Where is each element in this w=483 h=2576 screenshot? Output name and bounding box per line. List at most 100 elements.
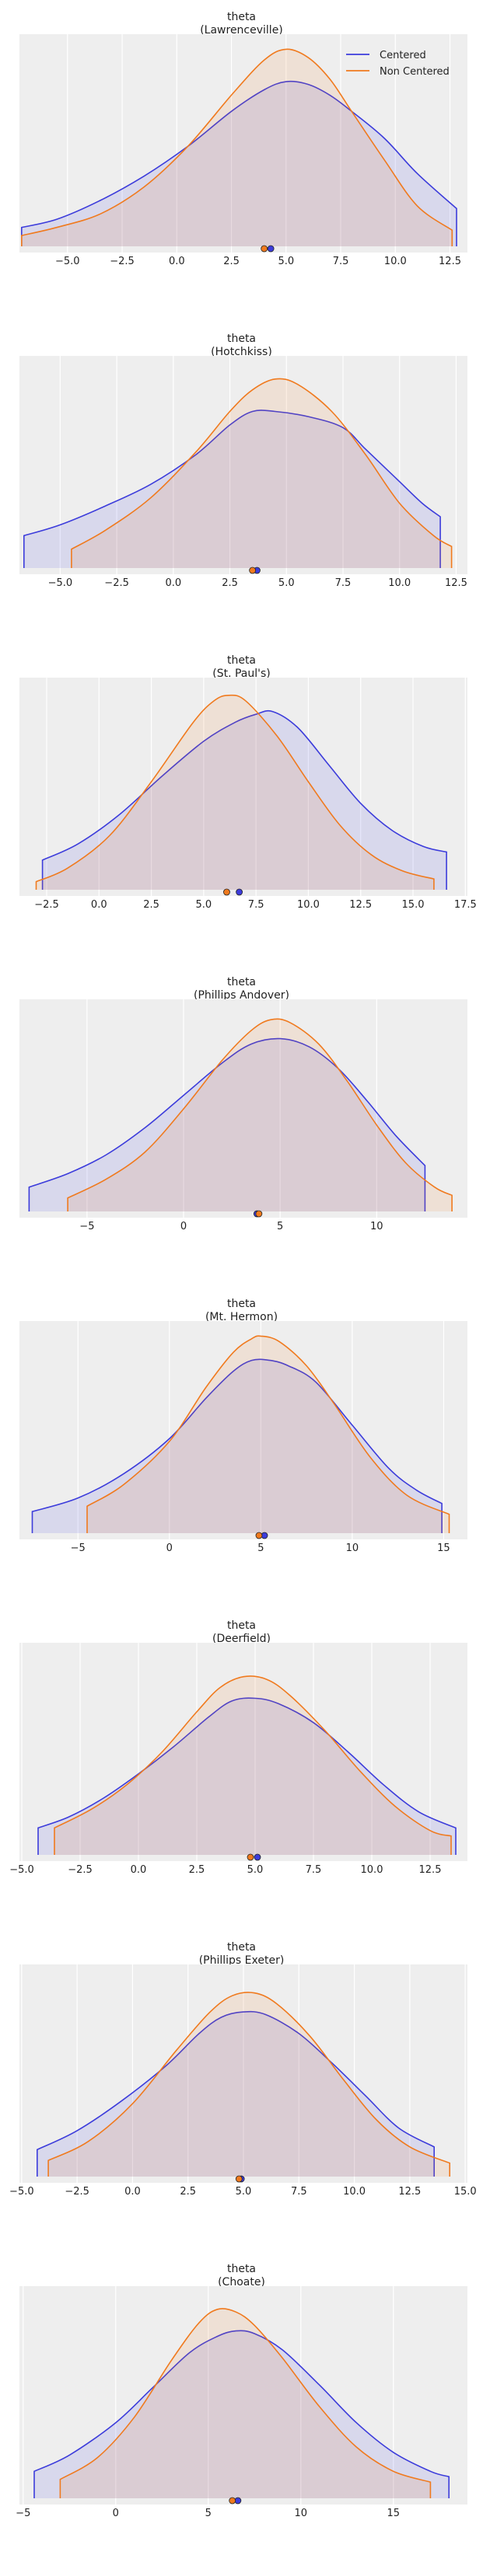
x-tick-label: 2.5: [223, 256, 240, 267]
x-tick-label: 10: [295, 2508, 308, 2519]
panel-subtitle: (Deerfield): [212, 1633, 271, 1645]
density-line-centered: [31, 1358, 443, 1533]
x-tick-label: 5: [257, 1542, 264, 1554]
density-fill-centered: [32, 1359, 443, 1533]
x-tick-label: 7.5: [333, 256, 349, 267]
density-fill-non-centered: [68, 1019, 453, 1211]
panel-3: theta(Phillips Andover) −5 0 5 10: [19, 976, 467, 1232]
density-fill-non-centered: [60, 2308, 431, 2498]
mean-point-non-centered: [255, 1532, 263, 1539]
plot-area: [19, 1643, 467, 1861]
x-tick-label: 5.0: [278, 577, 295, 589]
density-line-non-centered: [35, 694, 435, 890]
x-tick-label: 15.0: [402, 899, 425, 911]
x-tick-label: 12.5: [439, 256, 461, 267]
x-tick-label: 7.5: [335, 577, 352, 589]
x-tick-label: −2.5: [68, 1864, 93, 1876]
x-tick-label: 10.0: [384, 256, 407, 267]
x-tick-label: −5: [79, 1221, 94, 1232]
density-fill-centered: [21, 81, 457, 246]
density-fill-centered: [42, 710, 447, 890]
x-tick-label: 10: [370, 1221, 383, 1232]
x-tick-label: −5: [16, 2508, 30, 2519]
x-tick-label: 0: [180, 1221, 187, 1232]
density-fill-non-centered: [21, 49, 453, 246]
x-tick-label: −5.0: [9, 1864, 34, 1876]
x-tick-label: −5: [71, 1542, 86, 1554]
x-tick-label: −2.5: [110, 256, 135, 267]
x-tick-label: 2.5: [143, 899, 159, 911]
density-line-non-centered: [54, 1675, 452, 1855]
mean-point-centered: [254, 1853, 261, 1861]
density-line-centered: [41, 709, 447, 890]
x-tick-label: 10.0: [361, 1864, 383, 1876]
mean-point-non-centered: [261, 245, 268, 253]
mean-point-non-centered: [229, 2497, 236, 2505]
x-tick-label: 10.0: [297, 899, 320, 911]
density-fill-centered: [38, 1698, 456, 1855]
panel-2: theta(St. Paul's) −2.5 0.0 2.5 5.0 7.5 10.0 12.…: [19, 654, 477, 911]
x-tick-label: 5.0: [196, 899, 212, 911]
x-tick-label: 7.5: [248, 899, 264, 911]
density-line-non-centered: [47, 1992, 450, 2177]
panel-title: theta: [227, 11, 256, 23]
panel-6: theta(Phillips Exeter) −5.0 −2.5 0.0 2.5 5.0 7…: [9, 1941, 477, 2198]
density-line-non-centered: [86, 1335, 450, 1533]
x-tick-label: 0.0: [165, 577, 181, 589]
mean-point-non-centered: [247, 1853, 254, 1861]
x-tick-label: 2.5: [222, 577, 238, 589]
panel-title: theta: [227, 1298, 256, 1310]
x-tick-label: 12.5: [419, 1864, 442, 1876]
density-fill-centered: [37, 2011, 435, 2177]
density-fill-centered: [34, 2330, 450, 2498]
density-fill-non-centered: [87, 1336, 450, 1533]
x-tick-label: 2.5: [189, 1864, 205, 1876]
panel-title: theta: [227, 1941, 256, 1954]
x-tick-label: −2.5: [65, 2186, 89, 2198]
legend-label: Non Centered: [380, 66, 450, 78]
panel-title: theta: [227, 2263, 256, 2275]
x-tick-label: 5.0: [236, 2186, 252, 2198]
mean-point-centered: [236, 888, 243, 896]
x-tick-label: −5.0: [55, 256, 80, 267]
density-line-centered: [33, 2330, 450, 2498]
density-line-non-centered: [71, 378, 453, 568]
panel-subtitle: (Choate): [218, 2276, 265, 2288]
mean-point-non-centered: [255, 1210, 263, 1218]
x-tick-label: −5.0: [48, 577, 73, 589]
x-tick-label: −2.5: [34, 899, 59, 911]
density-fill-non-centered: [54, 1675, 451, 1855]
panel-subtitle: (Lawrenceville): [200, 24, 283, 37]
x-tick-label: 5.0: [278, 256, 294, 267]
x-tick-label: 5: [205, 2508, 212, 2519]
x-tick-label: 10: [346, 1542, 359, 1554]
x-tick-label: 0: [166, 1542, 173, 1554]
x-tick-label: 7.5: [291, 2186, 307, 2198]
panel-4: theta(Mt. Hermon) −5 0 5 10 15: [19, 1298, 467, 1554]
density-fill-centered: [29, 1038, 425, 1211]
panel-subtitle: (Mt. Hermon): [205, 1311, 278, 1323]
x-tick-label: 5.0: [247, 1864, 264, 1876]
panel-5: theta(Deerfield) −5.0 −2.5 0.0 2.5 5.0 7.5 10.0…: [9, 1619, 467, 1876]
panel-subtitle: (Phillips Exeter): [199, 1954, 285, 1967]
plot-area: [19, 2286, 467, 2505]
panel-subtitle: (Hotchkiss): [211, 346, 272, 358]
legend-label: Centered: [380, 50, 426, 61]
x-tick-label: 15: [437, 1542, 450, 1554]
x-tick-label: 0: [113, 2508, 119, 2519]
panel-subtitle: (St. Paul's): [212, 668, 271, 680]
plot-area: [19, 999, 467, 1218]
panel-7: theta(Choate) −5 0 5 10 15: [16, 2263, 467, 2519]
density-line-non-centered: [59, 2308, 432, 2498]
density-fill-centered: [23, 410, 441, 568]
x-tick-label: 0.0: [124, 2186, 141, 2198]
x-tick-label: 15.0: [454, 2186, 477, 2198]
density-line-non-centered: [21, 48, 453, 246]
panel-subtitle: (Phillips Andover): [194, 989, 289, 1002]
panel-title: theta: [227, 976, 256, 988]
plot-area: [19, 678, 467, 896]
x-tick-label: −2.5: [104, 577, 129, 589]
x-tick-label: 2.5: [180, 2186, 196, 2198]
